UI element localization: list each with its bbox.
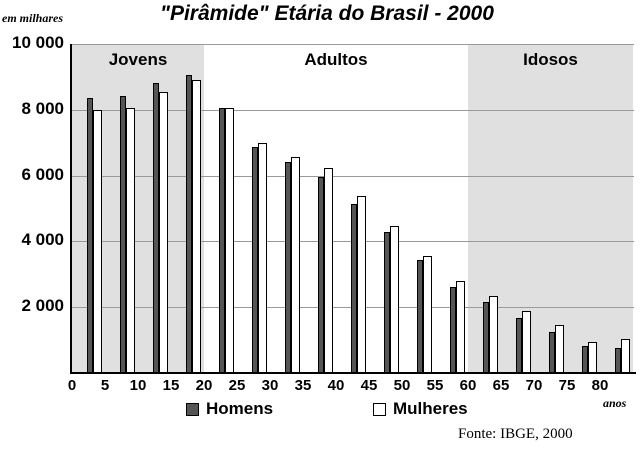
x-tick: 60 [459, 377, 477, 394]
y-axis [70, 44, 72, 374]
x-tick: 80 [591, 377, 609, 394]
gridline [72, 175, 634, 177]
y-tick: 4 000 [21, 230, 64, 250]
x-tick: 50 [393, 377, 411, 394]
source-note: Fonte: IBGE, 2000 [458, 426, 573, 442]
x-tick: 20 [195, 377, 213, 394]
legend-women: Mulheres [373, 399, 468, 419]
bar-women-60-64 [488, 296, 498, 373]
women-swatch-icon [373, 402, 386, 416]
x-axis [70, 372, 636, 374]
x-tick: 55 [426, 377, 444, 394]
legend-men: Homens [186, 399, 273, 419]
x-tick: 0 [67, 377, 77, 394]
bar-women-30-34 [290, 157, 300, 373]
x-tick: 65 [492, 377, 510, 394]
x-tick: 70 [525, 377, 543, 394]
bar-women-50-54 [422, 255, 432, 373]
x-tick: 40 [327, 377, 345, 394]
bar-women-80+ [620, 339, 630, 373]
x-tick: 10 [129, 377, 147, 394]
y-tick: 10 000 [12, 33, 64, 52]
y-unit-label: em milhares [2, 11, 64, 25]
x-tick: 25 [228, 377, 246, 394]
y-tick: 2 000 [21, 296, 64, 316]
plot-area: Jovens Adultos Idosos [72, 44, 634, 373]
bar-women-75-79 [587, 342, 597, 373]
bar-women-5-9 [125, 108, 135, 373]
y-tick: 6 000 [21, 164, 64, 184]
x-tick: 35 [294, 377, 312, 394]
gridline [72, 109, 634, 111]
bar-women-20-24 [224, 108, 234, 373]
bar-women-65-69 [521, 311, 531, 373]
band-label-adultos: Adultos [304, 50, 368, 69]
bar-women-45-49 [389, 225, 399, 373]
x-tick: 5 [100, 377, 110, 394]
bar-women-55-59 [455, 280, 465, 373]
gridline [72, 44, 634, 45]
legend-women-label: Mulheres [393, 399, 468, 418]
x-unit-label: anos [603, 396, 627, 410]
bar-women-70-74 [554, 324, 564, 373]
bar-women-25-29 [257, 143, 267, 373]
x-tick: 30 [261, 377, 279, 394]
y-tick: 8 000 [21, 98, 64, 118]
men-swatch-icon [186, 402, 199, 416]
band-label-idosos: Idosos [523, 50, 578, 69]
bar-women-35-39 [323, 168, 333, 373]
x-tick: 45 [360, 377, 378, 394]
band-label-jovens: Jovens [108, 50, 168, 69]
legend-men-label: Homens [206, 399, 274, 418]
x-tick: 15 [162, 377, 180, 394]
chart-title: "Pirâmide" Etária do Brasil - 2000 [160, 2, 494, 25]
bar-women-15-19 [191, 80, 201, 373]
bar-women-10-14 [158, 92, 168, 373]
bar-women-0-4 [92, 109, 102, 373]
bar-women-40-44 [356, 196, 366, 373]
x-tick: 75 [558, 377, 576, 394]
